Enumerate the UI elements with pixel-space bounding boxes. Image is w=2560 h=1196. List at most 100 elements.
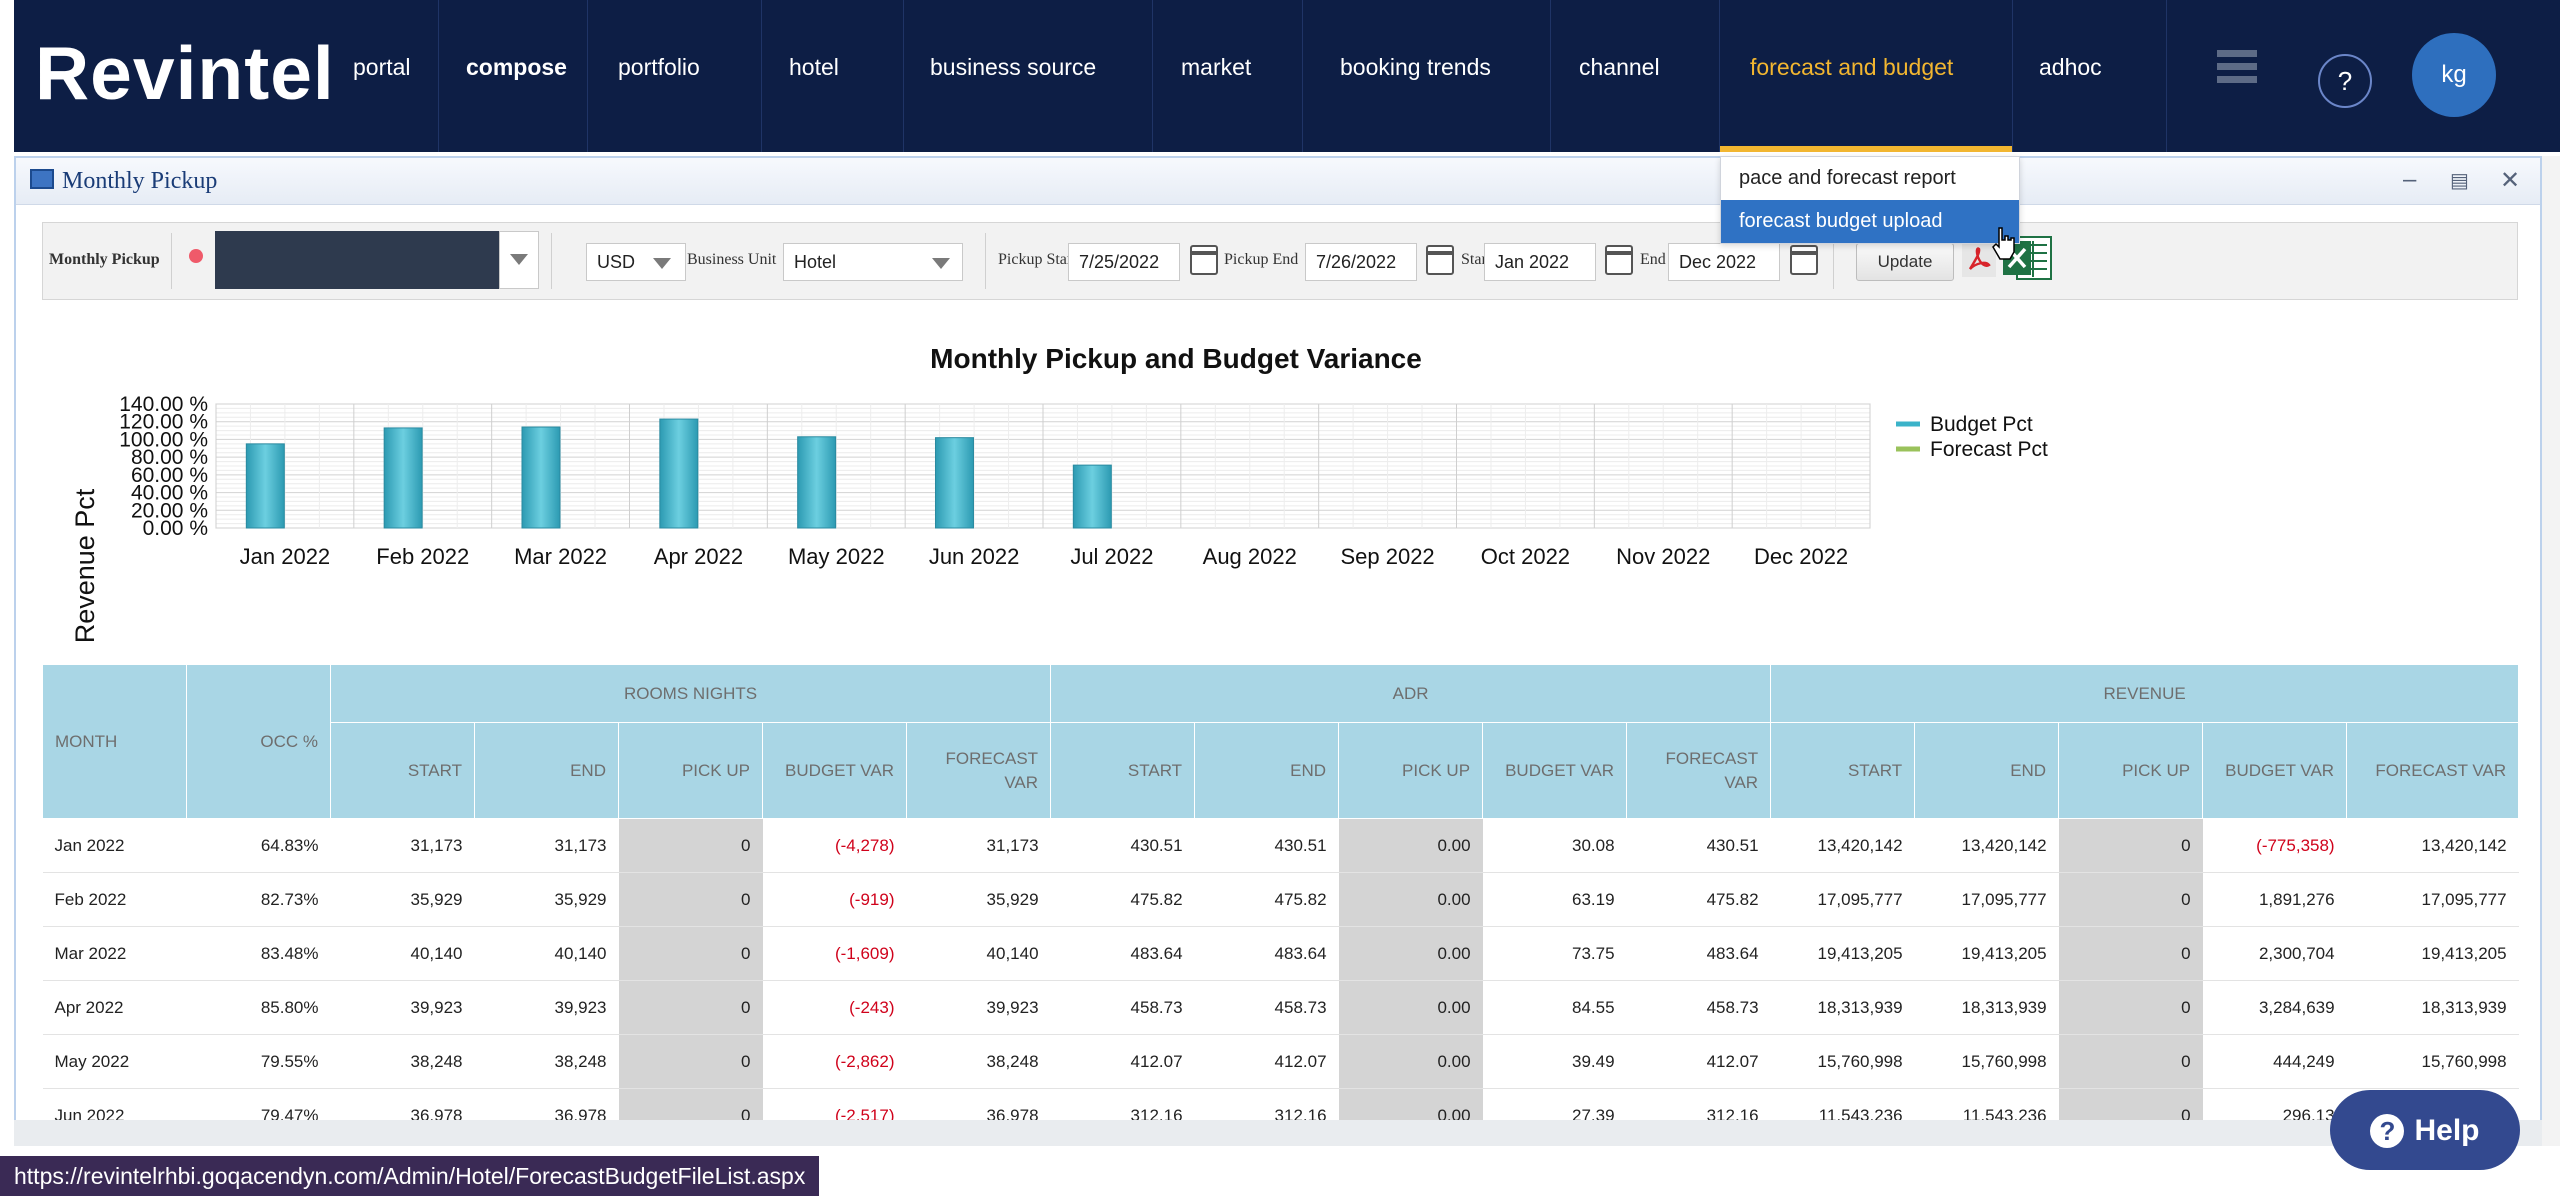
bar-budget-pct-6[interactable] <box>1072 464 1112 529</box>
start-month-input[interactable]: Jan 2022 <box>1484 243 1596 281</box>
column-header-month[interactable]: MONTH <box>42 664 187 819</box>
table-row[interactable]: Mar 2022 83.48% 40,140 40,140 0 (-1,609) 40,14… <box>42 926 2519 981</box>
column-header-adr-2[interactable]: END <box>1194 722 1340 819</box>
column-header-rn-2[interactable]: END <box>474 722 619 819</box>
excel-export-icon[interactable] <box>2003 231 2053 283</box>
x-tick-label: Jul 2022 <box>1070 544 1153 569</box>
column-header-rn-5[interactable]: FORECAST VAR <box>905 722 1052 819</box>
nav-divider <box>587 0 588 152</box>
window-titlebar[interactable]: Monthly Pickup – ▤ ✕ <box>16 158 2540 205</box>
bar-budget-pct-5[interactable] <box>934 437 974 529</box>
nav-item-compose[interactable]: compose <box>466 54 567 80</box>
table-cell: 430.51 <box>1626 818 1771 873</box>
end-month-input[interactable]: Dec 2022 <box>1668 243 1780 281</box>
table-row[interactable]: Feb 2022 82.73% 35,929 35,929 0 (-919) 35,929 4… <box>42 872 2519 927</box>
table-cell: 458.73 <box>1626 980 1771 1035</box>
bar-budget-pct-3[interactable] <box>659 418 699 529</box>
hamburger-menu-icon[interactable] <box>2217 50 2257 89</box>
table-body: Jan 2022 64.83% 31,173 31,173 0 (-4,278) 31,17… <box>42 818 2519 1143</box>
nav-item-booking-trends[interactable]: booking trends <box>1340 54 1491 80</box>
pdf-export-icon[interactable] <box>1962 243 1996 277</box>
table-cell: 13,420,142 <box>1914 818 2059 873</box>
nav-item-adhoc[interactable]: adhoc <box>2039 54 2102 80</box>
pickup-start-input[interactable]: 7/25/2022 <box>1068 243 1180 281</box>
table-cell: 31,173 <box>474 818 619 873</box>
column-header-rn-3[interactable]: PICK UP <box>618 722 763 819</box>
nav-divider <box>1550 0 1551 152</box>
window-app-icon <box>30 169 54 189</box>
pickup-start-calendar-icon[interactable] <box>1190 245 1218 275</box>
table-cell: 18,313,939 <box>1914 980 2059 1035</box>
bar-budget-pct-4[interactable] <box>797 436 837 529</box>
user-avatar[interactable]: kg <box>2412 33 2496 117</box>
column-header-rev-5[interactable]: FORECAST VAR <box>2346 722 2520 819</box>
minimize-icon[interactable]: – <box>2403 166 2417 193</box>
nav-item-hotel[interactable]: hotel <box>789 54 839 80</box>
window-title: Monthly Pickup <box>62 168 218 194</box>
table-row[interactable]: May 2022 79.55% 38,248 38,248 0 (-2,862) 38,24… <box>42 1034 2519 1089</box>
pickup-end-calendar-icon[interactable] <box>1426 245 1454 275</box>
x-tick-label: Mar 2022 <box>514 544 607 569</box>
column-header-adr-1[interactable]: START <box>1050 722 1196 819</box>
update-button[interactable]: Update <box>1856 243 1954 281</box>
nav-item-business-source[interactable]: business source <box>930 54 1097 80</box>
table-cell: 475.82 <box>1194 872 1339 927</box>
nav-divider <box>1719 0 1720 152</box>
chart-x-ticks: Jan 2022 Feb 2022 Mar 2022 Apr 2022 May 2022… <box>240 544 1849 569</box>
legend-label[interactable]: Forecast Pct <box>1930 438 2048 461</box>
horizontal-scrollbar[interactable] <box>14 1120 2542 1146</box>
nav-item-portfolio[interactable]: portfolio <box>618 54 700 80</box>
bar-budget-pct-1[interactable] <box>383 427 423 529</box>
bar-budget-pct-0[interactable] <box>245 443 285 529</box>
property-select-toggle[interactable] <box>499 231 539 289</box>
table-row[interactable]: Apr 2022 85.80% 39,923 39,923 0 (-243) 39,923 4… <box>42 980 2519 1035</box>
table-cell: 35,929 <box>474 872 619 927</box>
column-header-adr-4[interactable]: BUDGET VAR <box>1482 722 1628 819</box>
nav-item-market[interactable]: market <box>1181 54 1252 80</box>
column-header-adr-3[interactable]: PICK UP <box>1338 722 1484 819</box>
menu-item-pace-and-forecast-report[interactable]: pace and forecast report <box>1739 167 1956 189</box>
column-header-rn-1[interactable]: START <box>330 722 475 819</box>
table-cell: 19,413,205 <box>1770 926 1915 981</box>
table-cell: 0 <box>618 818 763 873</box>
top-navigation-bar: Revintel portal compose portfolio hotel … <box>14 0 2560 152</box>
column-header-rev-1[interactable]: START <box>1770 722 1916 819</box>
nav-item-channel[interactable]: channel <box>1579 54 1660 80</box>
bar-budget-pct-2[interactable] <box>521 426 561 529</box>
table-cell: Jan 2022 <box>42 818 187 873</box>
column-header-rev-4[interactable]: BUDGET VAR <box>2202 722 2348 819</box>
toolbar-divider <box>985 233 986 289</box>
menu-item-forecast-budget-upload[interactable]: forecast budget upload <box>1721 200 2019 243</box>
column-header-rev-3[interactable]: PICK UP <box>2058 722 2204 819</box>
maximize-icon[interactable]: ▤ <box>2450 170 2469 192</box>
table-cell: 17,095,777 <box>1914 872 2059 927</box>
table-cell: 30.08 <box>1482 818 1627 873</box>
column-header-adr-5[interactable]: FORECAST VAR <box>1626 722 1772 819</box>
nav-item-portal[interactable]: portal <box>353 54 411 80</box>
table-row[interactable]: Jan 2022 64.83% 31,173 31,173 0 (-4,278) 31,17… <box>42 818 2519 873</box>
pickup-end-input[interactable]: 7/26/2022 <box>1305 243 1417 281</box>
brand-logo[interactable]: Revintel <box>35 31 335 115</box>
start-calendar-icon[interactable] <box>1605 245 1633 275</box>
help-button[interactable]: ? Help <box>2330 1090 2520 1170</box>
close-icon[interactable]: ✕ <box>2500 167 2521 194</box>
currency-select[interactable]: USD <box>586 243 686 281</box>
help-question-icon[interactable]: ? <box>2318 54 2372 108</box>
table-cell: 3,284,639 <box>2202 980 2347 1035</box>
table-cell: 0 <box>2058 926 2203 981</box>
table-cell: 0.00 <box>1338 1034 1483 1089</box>
column-header-rn-4[interactable]: BUDGET VAR <box>762 722 907 819</box>
column-header-rev-2[interactable]: END <box>1914 722 2060 819</box>
end-calendar-icon[interactable] <box>1790 245 1818 275</box>
table-cell: 73.75 <box>1482 926 1627 981</box>
vertical-scrollbar[interactable] <box>2542 156 2560 1146</box>
table-cell: 15,760,998 <box>2346 1034 2519 1089</box>
subheader-row: START END PICK UP BUDGET VAR FORECAST VAR STA… <box>43 722 2520 819</box>
table-cell: 430.51 <box>1050 818 1195 873</box>
table-cell: 18,313,939 <box>1770 980 1915 1035</box>
nav-item-forecast-and-budget[interactable]: forecast and budget <box>1720 0 2012 152</box>
legend-label[interactable]: Budget Pct <box>1930 413 2033 436</box>
property-select[interactable] <box>215 231 499 289</box>
business-unit-select[interactable]: Hotel <box>783 243 963 281</box>
column-header-occ[interactable]: OCC % <box>186 664 331 819</box>
